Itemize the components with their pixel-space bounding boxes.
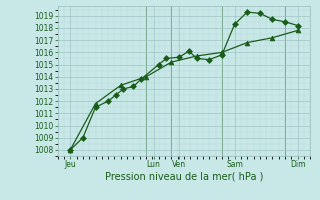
X-axis label: Pression niveau de la mer( hPa ): Pression niveau de la mer( hPa ): [105, 172, 263, 182]
